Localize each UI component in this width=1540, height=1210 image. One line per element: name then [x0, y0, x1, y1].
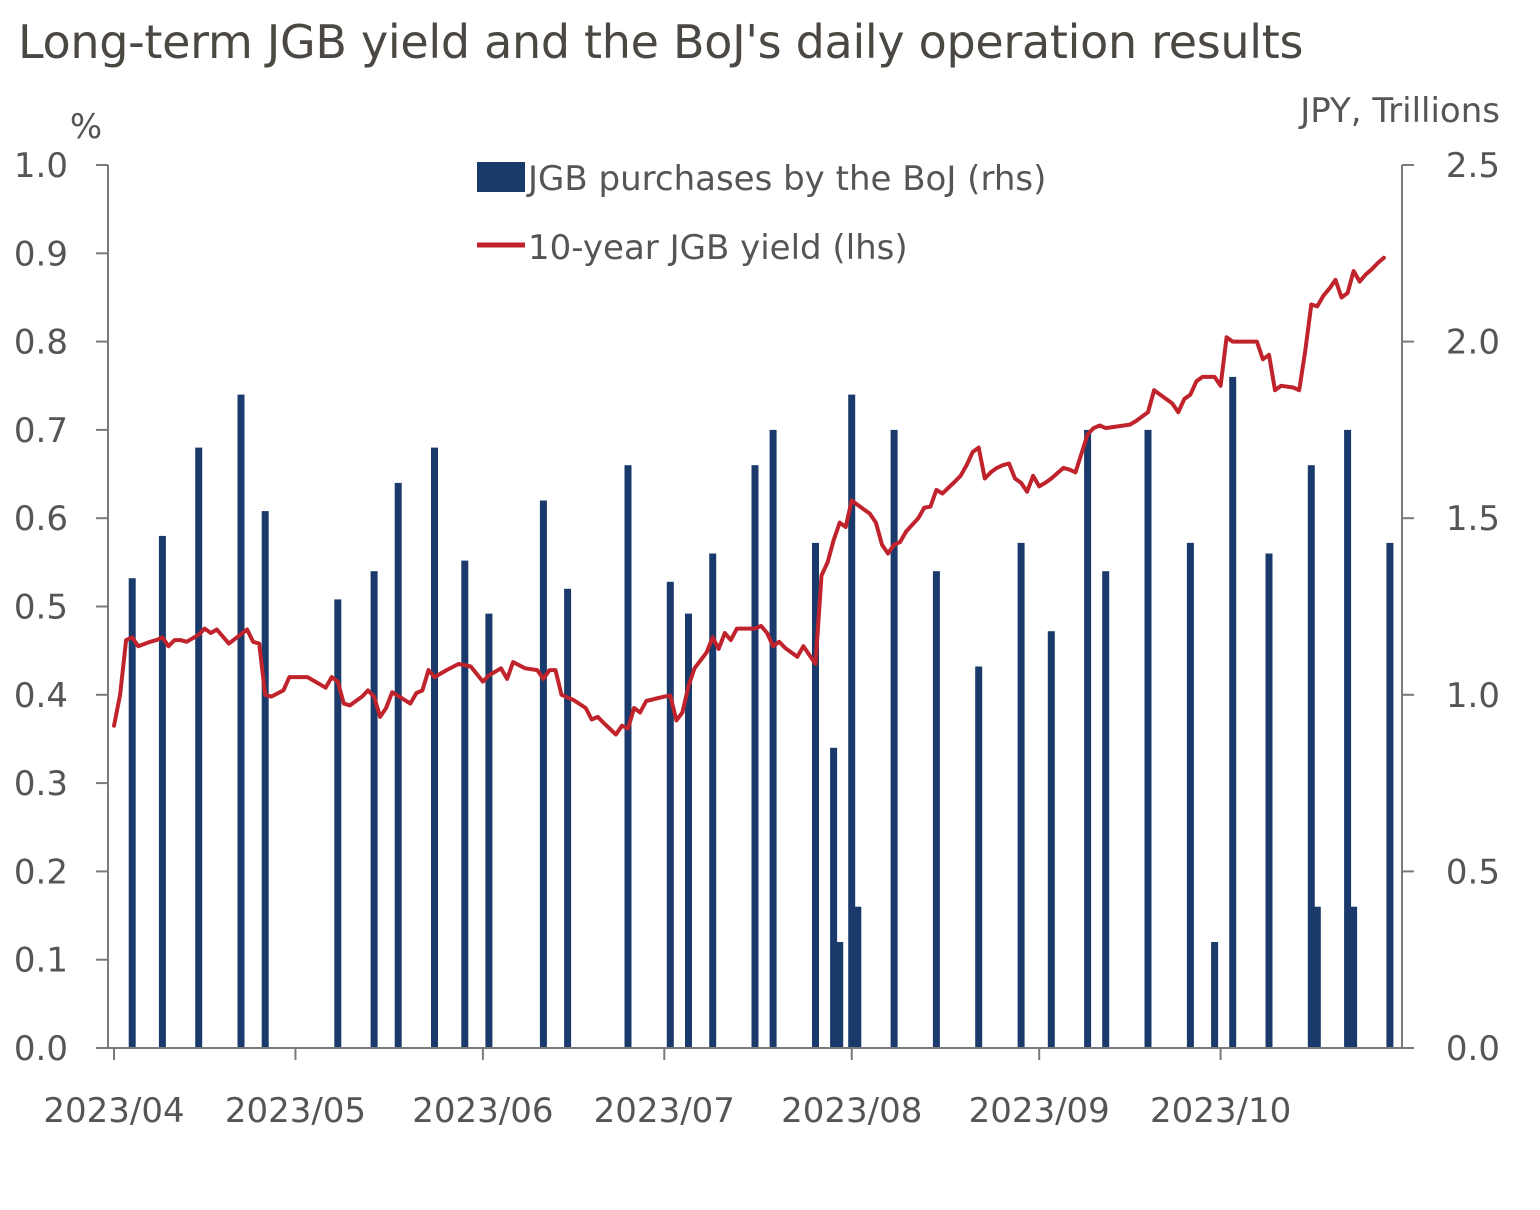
- bar: [485, 613, 493, 1048]
- chart-title: Long-term JGB yield and the BoJ's daily …: [18, 15, 1304, 69]
- bar: [975, 666, 983, 1048]
- bar: [1047, 631, 1055, 1048]
- bar: [1102, 571, 1110, 1048]
- left-tick-label: 0.6: [14, 499, 68, 539]
- bar: [1386, 542, 1394, 1048]
- line-series-jgb-yield: [112, 255, 1386, 737]
- bar: [1186, 542, 1194, 1048]
- bar: [1211, 942, 1219, 1048]
- axes: 0.0 0.1 0.2 0.3 0.4 0.5 0.6 0.7 0.8 0.9 1.0 0.0 0.5 1…: [14, 91, 1500, 1131]
- bar-series-jgb-purchases: [128, 376, 1394, 1049]
- legend-label-bar: JGB purchases by the BoJ (rhs): [526, 159, 1046, 199]
- bar: [431, 447, 438, 1049]
- left-tick-label: 0.7: [14, 411, 68, 451]
- bar: [624, 465, 632, 1048]
- bar: [812, 542, 819, 1048]
- bar: [836, 942, 844, 1048]
- legend: JGB purchases by the BoJ (rhs) 10-year JG…: [477, 159, 1046, 268]
- bar: [1265, 553, 1273, 1048]
- bar: [709, 553, 717, 1048]
- x-tick-label: 2023/04: [43, 1091, 184, 1131]
- bar: [769, 429, 777, 1048]
- bar: [1307, 465, 1315, 1048]
- x-tick-label: 2023/09: [969, 1091, 1110, 1131]
- bar: [666, 581, 674, 1048]
- legend-label-line: 10-year JGB yield (lhs): [528, 228, 908, 268]
- right-tick-label: 0.0: [1446, 1029, 1500, 1069]
- right-tick-label: 1.0: [1446, 676, 1500, 716]
- bar: [370, 571, 378, 1048]
- bar: [932, 571, 940, 1048]
- left-tick-label: 0.2: [14, 852, 68, 892]
- left-axis-unit: %: [70, 107, 102, 147]
- bar: [685, 613, 692, 1048]
- bar: [830, 747, 838, 1048]
- bar: [261, 511, 269, 1049]
- bar: [890, 429, 898, 1048]
- bar: [854, 906, 862, 1048]
- bar: [195, 447, 203, 1049]
- bar: [334, 599, 342, 1048]
- bar: [1229, 376, 1237, 1048]
- left-tick-label: 1.0: [14, 146, 68, 186]
- right-tick-label: 2.5: [1446, 146, 1500, 186]
- bar: [237, 394, 245, 1049]
- bar: [394, 482, 402, 1048]
- x-tick-label: 2023/05: [225, 1091, 366, 1131]
- right-tick-label: 1.5: [1446, 499, 1500, 539]
- left-tick-label: 0.0: [14, 1029, 68, 1069]
- bar: [461, 560, 469, 1048]
- left-tick-label: 0.5: [14, 588, 68, 628]
- x-tick-label: 2023/07: [594, 1091, 735, 1131]
- bar: [1350, 906, 1358, 1048]
- legend-swatch-bar: [477, 162, 525, 192]
- left-tick-label: 0.9: [14, 234, 68, 274]
- yield-line: [112, 255, 1386, 737]
- x-tick-label: 2023/06: [412, 1091, 553, 1131]
- x-tick-label: 2023/08: [781, 1091, 922, 1131]
- bar: [1344, 429, 1352, 1048]
- bar: [564, 588, 572, 1048]
- bar: [1084, 429, 1092, 1048]
- bar: [128, 578, 136, 1048]
- right-tick-label: 2.0: [1446, 323, 1500, 363]
- left-tick-label: 0.1: [14, 941, 68, 981]
- bar: [158, 535, 166, 1048]
- left-tick-label: 0.3: [14, 764, 68, 804]
- right-axis-unit: JPY, Trillions: [1298, 91, 1500, 131]
- right-tick-label: 0.5: [1446, 852, 1500, 892]
- bar: [1313, 906, 1321, 1048]
- bar: [848, 394, 856, 1049]
- left-tick-label: 0.4: [14, 676, 68, 716]
- bar: [751, 465, 759, 1048]
- left-tick-label: 0.8: [14, 323, 68, 363]
- bar: [539, 500, 547, 1048]
- x-tick-label: 2023/10: [1150, 1091, 1291, 1131]
- bar: [1144, 429, 1152, 1048]
- bar: [1017, 542, 1025, 1048]
